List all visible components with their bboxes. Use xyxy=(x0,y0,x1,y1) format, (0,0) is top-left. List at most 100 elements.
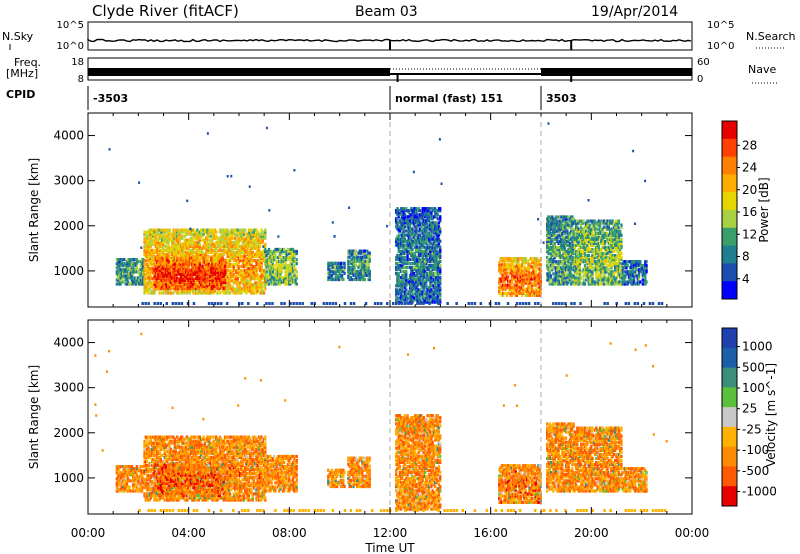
range-cell xyxy=(505,275,509,279)
range-cell xyxy=(177,234,180,238)
range-cell xyxy=(164,236,168,240)
range-cell xyxy=(242,228,246,232)
range-cell xyxy=(398,257,402,261)
range-cell xyxy=(509,289,512,293)
range-cell xyxy=(418,288,422,292)
range-cell xyxy=(427,276,431,280)
range-cell xyxy=(422,227,425,231)
range-cell xyxy=(412,257,415,261)
range-cell xyxy=(228,279,232,283)
range-cell xyxy=(359,249,363,253)
range-cell xyxy=(144,242,147,246)
range-cell xyxy=(118,258,121,262)
range-cell xyxy=(195,252,198,257)
range-cell xyxy=(247,267,251,271)
range-cell xyxy=(410,296,413,300)
range-cell xyxy=(538,281,541,285)
range-cell xyxy=(424,259,427,264)
range-cell xyxy=(163,236,166,240)
range-cell xyxy=(434,223,437,227)
range-cell xyxy=(417,239,420,243)
range-cell xyxy=(226,261,229,265)
range-cell xyxy=(413,282,417,286)
range-cell xyxy=(125,268,129,272)
range-cell xyxy=(192,236,195,240)
range-cell xyxy=(347,255,350,259)
range-cell xyxy=(435,227,438,231)
range-cell xyxy=(221,272,224,276)
range-cell xyxy=(416,263,419,268)
range-cell xyxy=(411,294,414,298)
range-cell xyxy=(504,285,507,289)
range-cell xyxy=(251,228,254,232)
range-cell xyxy=(218,256,222,260)
range-cell xyxy=(422,251,425,255)
range-cell xyxy=(227,287,230,291)
range-cell xyxy=(242,285,246,289)
range-cell xyxy=(424,223,427,227)
range-cell xyxy=(152,277,155,281)
range-cell xyxy=(234,252,237,257)
range-cell xyxy=(161,278,164,282)
range-cell xyxy=(227,252,230,257)
range-cell xyxy=(513,289,516,293)
range-cell xyxy=(561,274,564,278)
range-cell xyxy=(562,262,565,266)
range-cell xyxy=(562,280,565,284)
range-cell xyxy=(239,285,242,289)
range-cell xyxy=(547,239,550,243)
range-cell xyxy=(264,276,267,280)
range-cell xyxy=(437,290,441,294)
range-cell xyxy=(285,268,288,272)
range-cell xyxy=(250,256,253,261)
range-cell xyxy=(417,237,420,241)
range-cell xyxy=(147,236,150,240)
range-cell xyxy=(518,269,521,273)
range-cell xyxy=(265,278,268,282)
range-cell xyxy=(439,272,442,276)
range-cell xyxy=(549,219,553,223)
range-cell xyxy=(191,250,194,254)
range-cell xyxy=(415,215,418,219)
range-cell xyxy=(247,259,251,263)
range-cell xyxy=(172,232,175,236)
range-cell xyxy=(145,271,149,275)
range-cell xyxy=(509,269,512,273)
range-cell xyxy=(218,236,222,240)
range-cell xyxy=(213,260,217,264)
range-cell xyxy=(421,294,424,298)
range-cell xyxy=(424,237,427,241)
range-cell xyxy=(400,298,403,302)
range-cell xyxy=(270,272,273,276)
range-cell xyxy=(181,256,184,261)
range-cell xyxy=(553,249,556,254)
range-cell xyxy=(245,281,248,285)
range-cell xyxy=(179,250,183,254)
range-cell xyxy=(353,277,356,282)
freq-band-late xyxy=(541,68,692,76)
range-cell xyxy=(285,272,288,276)
range-cell xyxy=(251,289,254,293)
range-cell xyxy=(554,229,558,233)
range-cell xyxy=(228,230,232,234)
range-cell xyxy=(148,281,151,285)
range-cell xyxy=(200,266,203,270)
range-cell xyxy=(173,236,176,240)
range-cell xyxy=(290,266,293,270)
range-cell xyxy=(400,237,403,241)
range-cell xyxy=(425,284,428,288)
range-cell xyxy=(140,276,144,280)
range-cell xyxy=(343,263,346,267)
range-cell xyxy=(255,269,258,273)
range-cell xyxy=(367,261,370,265)
range-cell xyxy=(546,266,549,270)
range-cell xyxy=(402,265,405,270)
range-cell xyxy=(559,225,563,229)
range-cell xyxy=(259,267,262,271)
range-cell xyxy=(422,268,425,272)
range-cell xyxy=(246,234,249,238)
range-cell xyxy=(538,267,541,271)
range-cell xyxy=(168,278,171,282)
range-cell xyxy=(267,258,271,262)
range-cell xyxy=(188,250,191,254)
